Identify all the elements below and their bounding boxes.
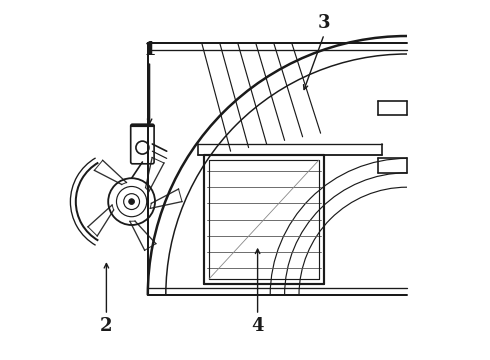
Text: 3: 3 [318, 14, 330, 32]
Text: 2: 2 [100, 317, 113, 335]
Circle shape [129, 199, 134, 204]
Text: 1: 1 [144, 41, 156, 59]
FancyBboxPatch shape [131, 124, 154, 164]
Text: 4: 4 [251, 317, 264, 335]
